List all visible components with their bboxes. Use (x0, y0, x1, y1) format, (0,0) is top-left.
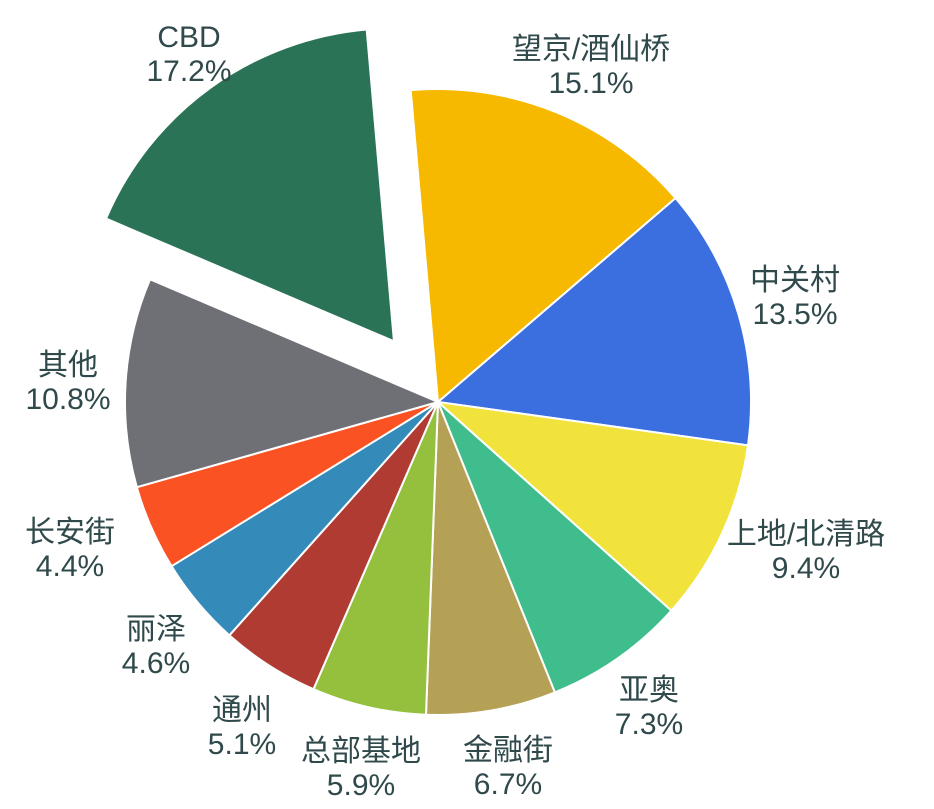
slice-pct-label-6: 5.1% (208, 728, 276, 761)
slice-name-label-8: 长安街 (25, 516, 115, 549)
slice-pct-label-8: 4.4% (36, 550, 104, 583)
slice-name-label-6: 通州 (212, 694, 272, 727)
slice-pct-label-0: 15.1% (548, 67, 633, 100)
slice-pct-label-2: 9.4% (772, 552, 840, 585)
slice-pct-label-5: 5.9% (327, 769, 395, 802)
slice-name-label-2: 上地/北清路 (727, 518, 885, 551)
pie-slice-9 (124, 278, 439, 489)
slice-name-label-4: 金融街 (463, 734, 553, 767)
pie-slice-10 (105, 28, 395, 343)
pie-slice-4 (424, 401, 556, 716)
slice-name-label-1: 中关村 (750, 264, 840, 297)
slice-pct-label-10: 17.2% (146, 55, 231, 88)
pie-slice-3 (437, 401, 673, 694)
slice-pct-label-7: 4.6% (122, 647, 190, 680)
slice-name-label-5: 总部基地 (301, 735, 421, 768)
pie-slice-2 (437, 401, 749, 612)
slice-pct-label-1: 13.5% (752, 298, 837, 331)
slice-name-label-3: 亚奥 (619, 674, 679, 707)
slice-pct-label-9: 10.8% (25, 383, 110, 416)
slice-name-label-9: 其他 (38, 349, 98, 382)
slice-name-label-0: 望京/酒仙桥 (512, 33, 670, 66)
slice-name-label-10: CBD (157, 21, 220, 54)
pie-slice-1 (437, 197, 752, 447)
slice-pct-label-4: 6.7% (474, 768, 542, 801)
slice-name-label-7: 丽泽 (126, 613, 186, 646)
slice-pct-label-3: 7.3% (615, 708, 683, 741)
pie-slice-0 (409, 88, 677, 403)
